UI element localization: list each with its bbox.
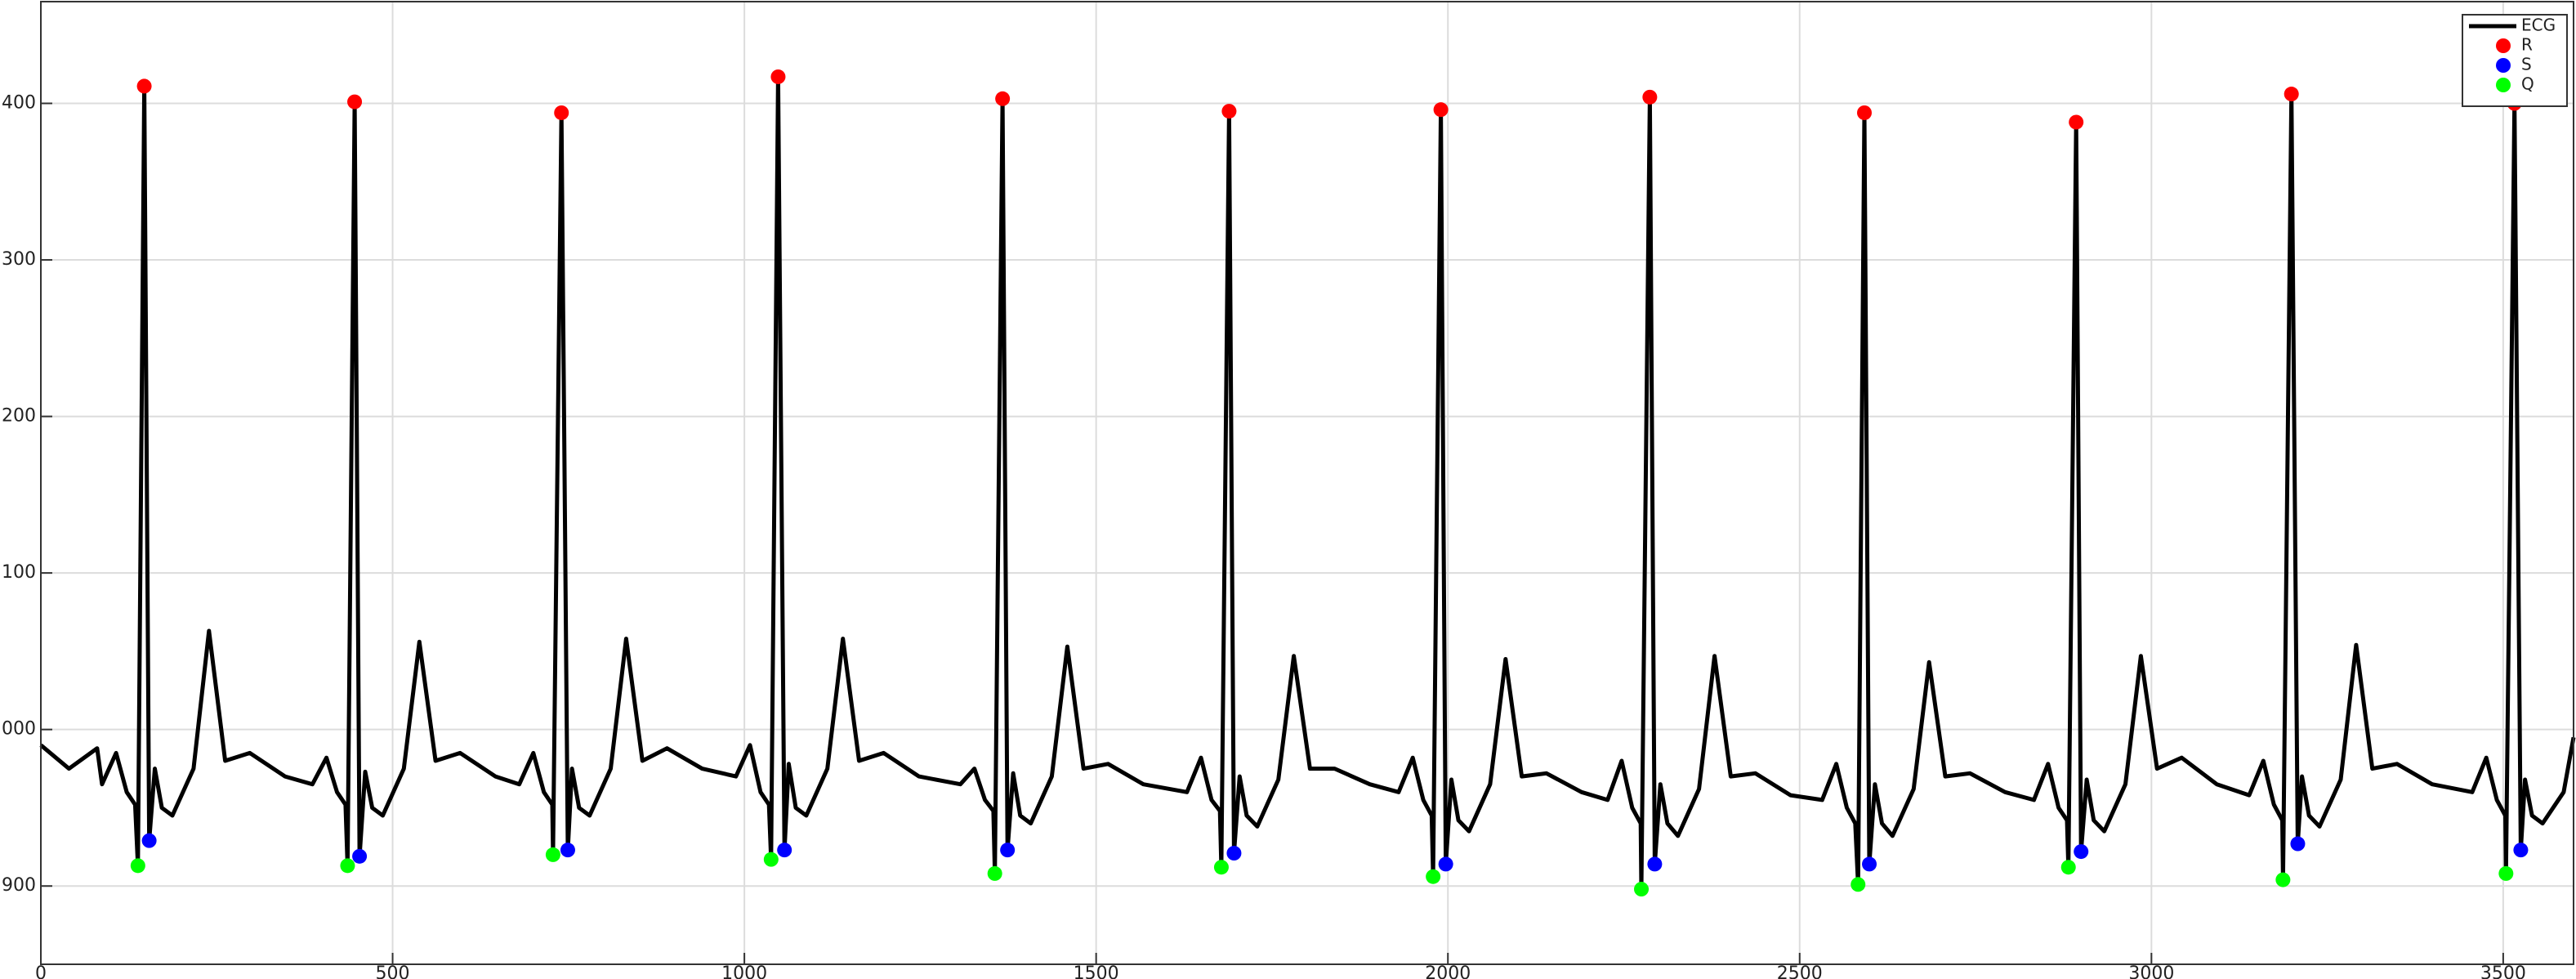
legend-marker xyxy=(2496,58,2511,73)
marker xyxy=(1647,856,1663,872)
marker xyxy=(141,833,157,848)
legend-label: R xyxy=(2521,35,2533,55)
y-tick-label: 1300 xyxy=(0,249,36,270)
marker xyxy=(763,852,779,867)
marker xyxy=(347,94,363,110)
x-tick-label: 0 xyxy=(35,963,47,979)
ticks: 0 500 1000 1500 2000 2500 3000 3500 900 1000 1100 1… xyxy=(0,93,2526,979)
x-tick-label: 2000 xyxy=(1425,963,1471,979)
marker xyxy=(1000,843,1016,858)
marker xyxy=(1851,877,1866,892)
plot-area xyxy=(41,2,2574,964)
marker xyxy=(352,848,368,864)
marker xyxy=(560,843,575,858)
x-tick-label: 500 xyxy=(376,963,410,979)
marker xyxy=(2069,114,2084,130)
plot-frame xyxy=(40,1,2574,965)
marker xyxy=(545,847,560,862)
x-tick-label: 3500 xyxy=(2480,963,2526,979)
marker xyxy=(340,858,355,874)
y-tick-label: 1400 xyxy=(0,93,36,114)
marker xyxy=(770,69,786,84)
marker xyxy=(777,843,792,858)
legend-label: S xyxy=(2521,55,2532,74)
marker xyxy=(1862,856,1877,872)
marker xyxy=(1438,856,1453,872)
marker xyxy=(136,78,152,94)
y-tick-label: 900 xyxy=(2,875,36,896)
legend-label: ECG xyxy=(2521,16,2556,35)
marker xyxy=(1433,102,1449,118)
y-tick-label: 1000 xyxy=(0,719,36,740)
marker xyxy=(2290,836,2306,852)
marker xyxy=(1634,882,1650,897)
marker xyxy=(1857,105,1872,120)
marker xyxy=(2275,872,2291,887)
x-tick-label: 2500 xyxy=(1777,963,1823,979)
legend-box xyxy=(2462,14,2568,107)
marker xyxy=(2060,860,2076,875)
legend-marker xyxy=(2496,38,2511,53)
y-tick-label: 1200 xyxy=(0,406,36,427)
legend-marker xyxy=(2496,78,2511,92)
marker xyxy=(130,858,145,874)
marker xyxy=(1642,89,1658,105)
marker xyxy=(2498,865,2514,881)
marker xyxy=(1221,104,1237,119)
x-tick-label: 1000 xyxy=(721,963,767,979)
marker xyxy=(995,91,1011,106)
marker xyxy=(1426,869,1441,884)
x-tick-label: 3000 xyxy=(2128,963,2174,979)
line xyxy=(39,74,2576,892)
marker xyxy=(2513,843,2529,858)
x-tick-label: 1500 xyxy=(1074,963,1119,979)
y-tick-label: 1100 xyxy=(0,562,36,583)
marker xyxy=(987,865,1002,881)
marker xyxy=(1226,846,1242,861)
marker xyxy=(2284,87,2299,102)
marker xyxy=(1213,860,1229,875)
marker xyxy=(2074,844,2089,860)
legend-label: Q xyxy=(2521,74,2534,94)
marker xyxy=(554,105,569,120)
marks xyxy=(39,69,2576,897)
